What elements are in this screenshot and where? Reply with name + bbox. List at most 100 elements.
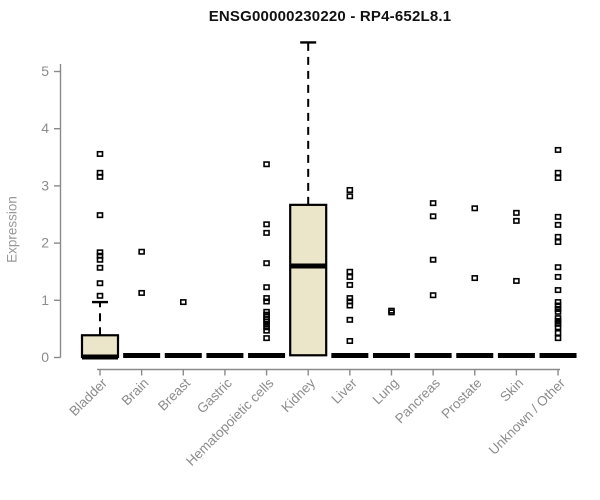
outlier-point bbox=[429, 200, 437, 207]
flat-box bbox=[539, 353, 577, 358]
outlier-point bbox=[554, 264, 562, 271]
outlier-point bbox=[388, 309, 395, 316]
outlier-point bbox=[554, 308, 562, 315]
flat-box bbox=[414, 353, 452, 358]
outlier-point bbox=[263, 295, 270, 302]
outlier-point bbox=[554, 146, 562, 153]
outlier-point bbox=[96, 292, 104, 299]
outlier-point bbox=[346, 273, 354, 280]
boxplot-lung bbox=[372, 307, 410, 358]
y-tick-label: 3 bbox=[41, 177, 49, 193]
box-rect bbox=[289, 203, 328, 357]
boxplot-breast bbox=[164, 299, 202, 358]
outlier-point bbox=[263, 221, 270, 228]
flat-box bbox=[206, 353, 244, 358]
y-tick-label: 4 bbox=[41, 120, 49, 136]
outlier-point bbox=[138, 248, 145, 255]
category-label-pancreas: Pancreas bbox=[392, 375, 443, 426]
boxplot-hematopoietic-cells bbox=[248, 161, 286, 358]
outlier-point bbox=[263, 327, 270, 334]
outlier-point bbox=[554, 299, 562, 306]
box-rect bbox=[80, 334, 120, 359]
outlier-point bbox=[429, 292, 437, 299]
flat-box bbox=[456, 353, 494, 358]
outlier-point bbox=[346, 186, 354, 193]
y-tick-label: 5 bbox=[41, 63, 49, 79]
outlier-point bbox=[471, 275, 479, 282]
outlier-point bbox=[554, 169, 562, 176]
outlier-point bbox=[263, 284, 270, 291]
outlier-point bbox=[96, 280, 104, 287]
outlier-point bbox=[346, 302, 354, 309]
outlier-point bbox=[263, 229, 270, 236]
outlier-point bbox=[346, 316, 354, 323]
category-label-skin: Skin bbox=[497, 375, 526, 404]
outlier-point bbox=[96, 264, 104, 271]
outlier-point bbox=[554, 335, 562, 342]
boxplot-prostate bbox=[456, 205, 494, 358]
y-tick-label: 2 bbox=[41, 235, 49, 251]
category-label-gastric: Gastric bbox=[194, 375, 235, 416]
outlier-point bbox=[96, 173, 104, 180]
outlier-point bbox=[429, 213, 437, 220]
y-tick-label: 0 bbox=[41, 349, 49, 365]
outlier-point bbox=[554, 329, 562, 336]
category-label-brain: Brain bbox=[119, 375, 152, 408]
outlier-point bbox=[554, 324, 562, 331]
boxplot-pancreas bbox=[414, 200, 452, 358]
boxplot-bladder bbox=[80, 150, 120, 360]
flat-box bbox=[331, 353, 369, 358]
flat-box bbox=[372, 353, 410, 358]
flat-box bbox=[164, 353, 202, 358]
outlier-point bbox=[263, 161, 270, 168]
outlier-point bbox=[513, 277, 520, 284]
outlier-point bbox=[96, 256, 104, 263]
outlier-point bbox=[346, 337, 354, 344]
outlier-point bbox=[513, 209, 520, 216]
outlier-point bbox=[554, 174, 562, 181]
outlier-point bbox=[554, 287, 562, 294]
outlier-point bbox=[138, 289, 145, 296]
category-label-breast: Breast bbox=[155, 375, 193, 413]
outlier-point bbox=[96, 150, 104, 157]
boxplot-liver bbox=[331, 186, 369, 358]
boxplot-kidney bbox=[289, 41, 328, 357]
outlier-point bbox=[346, 268, 354, 275]
flat-box bbox=[497, 353, 535, 358]
chart-title: ENSG00000230220 - RP4-652L8.1 bbox=[208, 8, 452, 25]
outlier-point bbox=[346, 193, 354, 200]
outlier-point bbox=[263, 335, 270, 342]
outlier-point bbox=[554, 213, 562, 220]
outlier-point bbox=[263, 298, 270, 305]
category-label-bladder: Bladder bbox=[66, 375, 110, 419]
boxplot-gastric bbox=[206, 353, 244, 358]
outlier-point bbox=[471, 205, 479, 212]
category-label-liver: Liver bbox=[328, 375, 360, 407]
outlier-point bbox=[554, 320, 562, 327]
outlier-point bbox=[346, 295, 354, 302]
outlier-point bbox=[554, 273, 562, 280]
outlier-point bbox=[346, 281, 354, 288]
flat-box bbox=[248, 353, 286, 358]
boxplot-unknown-other bbox=[539, 146, 577, 358]
outlier-point bbox=[554, 221, 562, 228]
outlier-point bbox=[96, 249, 104, 256]
outlier-point bbox=[429, 256, 437, 263]
category-label-lung: Lung bbox=[370, 375, 402, 407]
flat-box bbox=[123, 353, 161, 358]
category-label-prostate: Prostate bbox=[439, 375, 485, 421]
category-label-unknown-other: Unknown / Other bbox=[486, 375, 569, 458]
outlier-point bbox=[554, 233, 562, 240]
boxplot-brain bbox=[123, 248, 161, 358]
outlier-point bbox=[179, 299, 187, 306]
outlier-point bbox=[263, 260, 270, 267]
outlier-point bbox=[96, 212, 104, 219]
y-tick-label: 1 bbox=[41, 292, 49, 308]
outlier-point bbox=[554, 239, 562, 246]
outlier-point bbox=[554, 302, 562, 309]
category-label-kidney: Kidney bbox=[278, 375, 318, 415]
outlier-point bbox=[513, 217, 520, 224]
outlier-point bbox=[263, 324, 270, 331]
